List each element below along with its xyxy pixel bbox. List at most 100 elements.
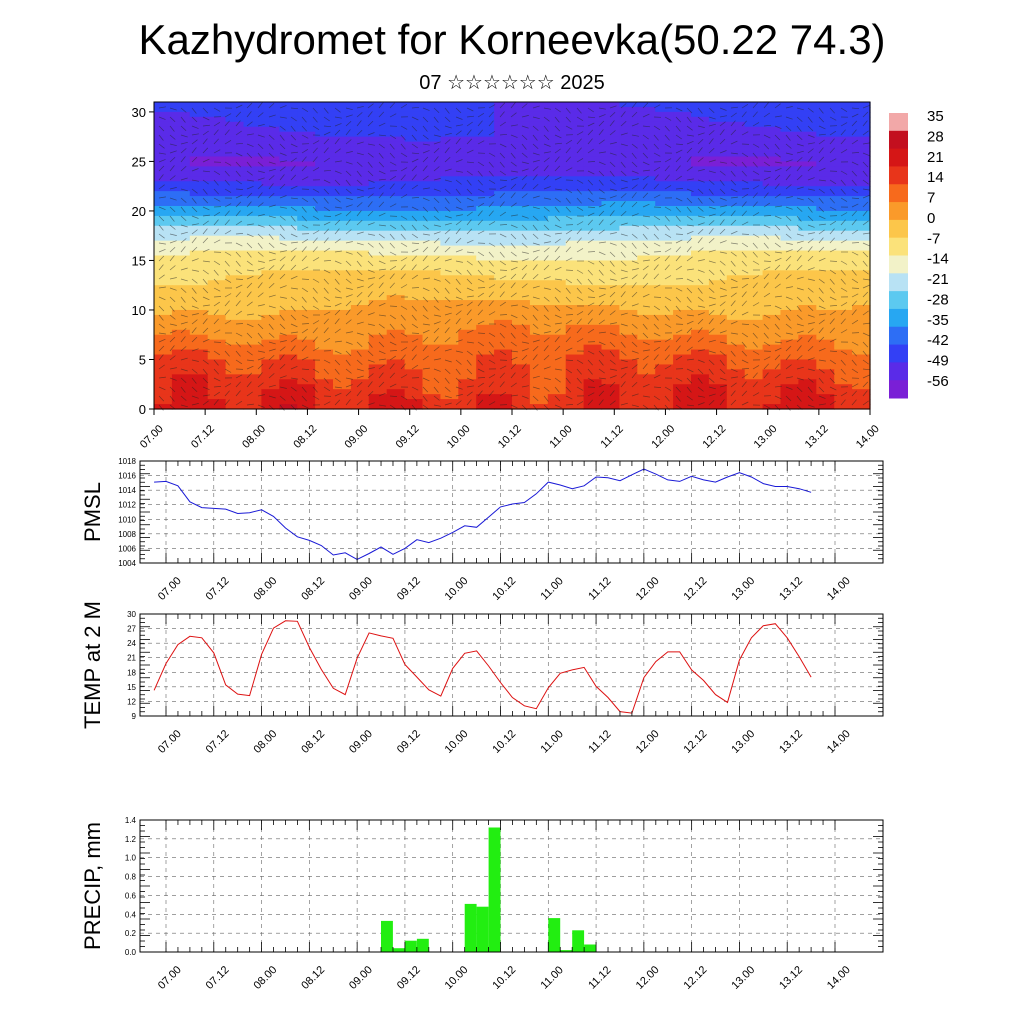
- x-tick-label: 11.00: [538, 575, 565, 602]
- heatmap-cell: [333, 369, 352, 375]
- heatmap-cell: [834, 334, 853, 341]
- wind-vector: [598, 203, 606, 208]
- heatmap-cell: [529, 146, 549, 153]
- heatmap-cell: [601, 384, 620, 390]
- heatmap-cell: [744, 305, 764, 311]
- wind-vector: [587, 399, 593, 406]
- wind-vector: [576, 206, 584, 211]
- heatmap-cell: [601, 265, 620, 271]
- heatmap-cell: [422, 250, 441, 257]
- heatmap-cell: [189, 111, 209, 118]
- wind-vector: [422, 107, 430, 111]
- wind-vector: [389, 282, 395, 289]
- wind-vector: [851, 383, 859, 388]
- wind-vector: [642, 305, 650, 308]
- heatmap-cell: [744, 230, 764, 237]
- heatmap-cell: [333, 250, 352, 257]
- heatmap-cell: [852, 116, 871, 123]
- heatmap-cell: [368, 275, 388, 281]
- heatmap-cell: [207, 349, 227, 356]
- wind-vector: [664, 158, 672, 163]
- heatmap-cell: [780, 300, 799, 306]
- heatmap-cell: [171, 265, 191, 271]
- wind-vector: [620, 312, 628, 316]
- wind-vector: [499, 185, 507, 190]
- wind-vector: [411, 274, 418, 280]
- wind-vector: [180, 314, 188, 318]
- wind-vector: [268, 355, 275, 361]
- heatmap-cell: [494, 359, 513, 366]
- heatmap-cell: [440, 245, 459, 252]
- wind-vector: [257, 233, 264, 240]
- heatmap-cell: [852, 250, 871, 257]
- heatmap-cell: [512, 111, 531, 118]
- heatmap-cell: [780, 285, 799, 291]
- heatmap-cell: [350, 245, 370, 252]
- wind-vector: [312, 197, 318, 204]
- wind-vector: [312, 206, 318, 213]
- heatmap-cell: [565, 201, 585, 207]
- heatmap-cell: [708, 329, 728, 336]
- heatmap-cell: [171, 319, 191, 326]
- heatmap-cell: [297, 295, 316, 301]
- heatmap-cell: [816, 399, 835, 405]
- heatmap-cell: [565, 210, 585, 217]
- wind-vector: [532, 404, 538, 411]
- wind-vector: [499, 381, 505, 388]
- heatmap-cell: [512, 220, 531, 227]
- heatmap-cell: [512, 334, 531, 341]
- wind-vector: [554, 287, 561, 293]
- wind-vector: [499, 192, 505, 199]
- wind-vector: [598, 107, 606, 110]
- x-tick-label: 13.00: [729, 575, 757, 603]
- wind-vector: [367, 103, 374, 109]
- heatmap-cell: [780, 240, 799, 247]
- heatmap-cell: [637, 156, 656, 163]
- wind-vector: [752, 192, 758, 199]
- heatmap-cell: [458, 349, 477, 356]
- wind-vector: [312, 107, 318, 114]
- wind-vector: [400, 183, 406, 190]
- heatmap-cell: [171, 379, 191, 385]
- heatmap-cell: [368, 280, 388, 286]
- heatmap-cell: [171, 354, 191, 361]
- heatmap-cell: [315, 250, 334, 257]
- wind-vector: [411, 323, 418, 329]
- wind-vector: [510, 314, 518, 319]
- wind-vector: [554, 197, 561, 203]
- wind-vector: [235, 374, 243, 379]
- wind-vector: [213, 287, 221, 292]
- wind-vector: [631, 102, 637, 109]
- heatmap-cell: [601, 235, 620, 242]
- wind-vector: [708, 130, 715, 136]
- wind-vector: [433, 358, 441, 361]
- wind-vector: [202, 318, 208, 325]
- heatmap-cell: [225, 305, 245, 311]
- heatmap-cell: [494, 285, 513, 291]
- wind-vector: [191, 359, 199, 362]
- wind-vector: [807, 404, 815, 408]
- wind-vector: [521, 125, 529, 129]
- heatmap-cell: [529, 171, 549, 177]
- wind-vector: [356, 350, 362, 357]
- wind-vector: [829, 287, 835, 294]
- wind-vector: [477, 230, 485, 235]
- wind-vector: [312, 140, 320, 145]
- heatmap-cell: [350, 384, 370, 390]
- heatmap-cell: [368, 399, 388, 405]
- heatmap-cell: [673, 324, 692, 331]
- heatmap-cell: [655, 201, 674, 207]
- heatmap-cell: [512, 126, 531, 133]
- heatmap-cell: [834, 235, 853, 242]
- wind-vector: [367, 312, 375, 316]
- heatmap-cell: [565, 399, 585, 405]
- wind-vector: [301, 215, 307, 222]
- wind-vector: [664, 143, 672, 148]
- wind-vector: [224, 390, 230, 397]
- heatmap-cell: [565, 126, 585, 133]
- wind-vector: [598, 399, 604, 406]
- wind-vector: [587, 302, 595, 307]
- wind-vector: [609, 152, 617, 156]
- heatmap-cell: [691, 136, 710, 143]
- wind-vector: [642, 183, 648, 190]
